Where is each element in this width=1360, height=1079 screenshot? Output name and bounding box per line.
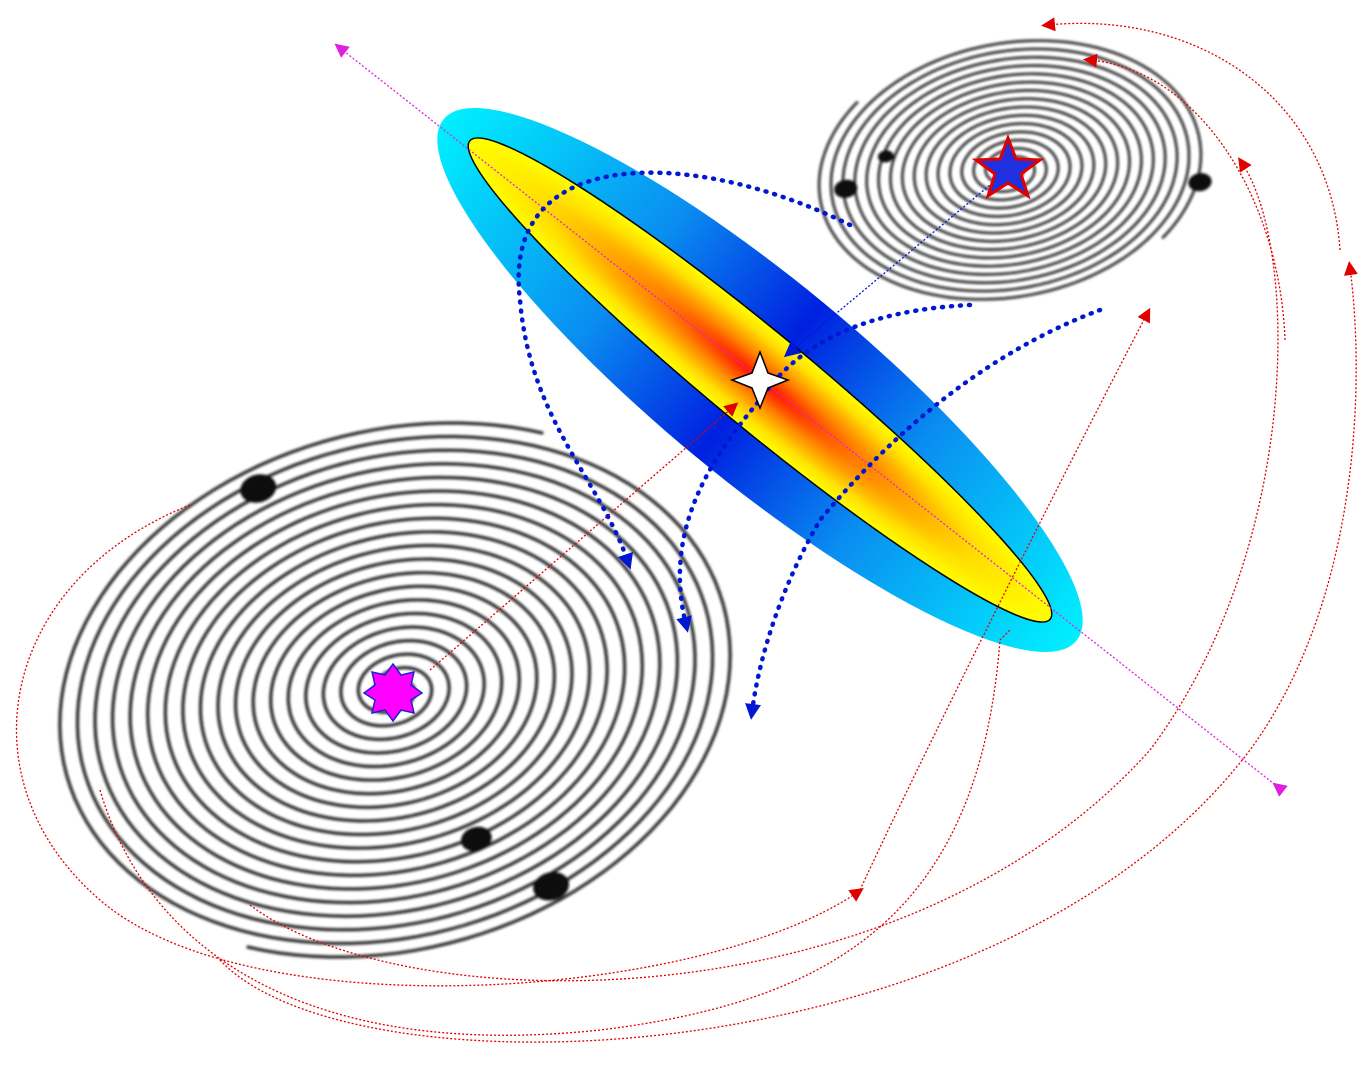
dark-knot [460, 826, 492, 852]
orbit [99, 629, 1011, 1036]
orbit [15, 504, 864, 987]
center-star [729, 349, 791, 411]
orbit [1083, 53, 1286, 341]
nucleus-marker [362, 662, 424, 723]
axis-line [334, 43, 1288, 797]
orbit [859, 307, 1151, 891]
dark-knot [240, 474, 277, 503]
flow-arrow [745, 307, 1103, 720]
dark-knot [1188, 173, 1212, 192]
flow-arrow [516, 170, 853, 570]
orbit [219, 261, 1358, 1043]
flow-arrow [676, 302, 973, 633]
dark-knot [533, 871, 570, 901]
flows [516, 170, 1103, 720]
link-line [783, 169, 1009, 358]
link-line [429, 402, 739, 671]
orbits [15, 17, 1358, 1043]
orbit [1041, 17, 1341, 251]
companion-star [971, 133, 1045, 200]
